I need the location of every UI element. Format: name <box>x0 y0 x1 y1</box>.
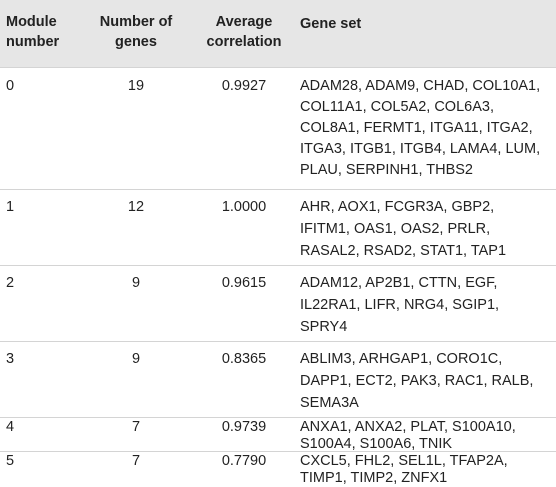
row-average-correlation: 1.0000 <box>221 199 267 215</box>
table-row: 1 12 1.0000 AHR, AOX1, FCGR3A, GBP2, IFI… <box>0 189 556 266</box>
row-number-of-genes: 19 <box>127 78 145 94</box>
row-module-number: 4 <box>6 419 15 435</box>
gene-line: IFITM1, OAS1, OAS2, PRLR, <box>300 221 491 237</box>
gene-line: IL22RA1, LIFR, NRG4, SGIP1, <box>300 297 500 313</box>
gene-line: COL8A1, FERMT1, ITGA11, ITGA2, <box>300 120 533 136</box>
row-average-correlation: 0.8365 <box>221 351 267 367</box>
row-number-of-genes: 9 <box>131 351 141 367</box>
header-avg-corr-line1: Average <box>215 14 273 30</box>
row-average-correlation: 0.9739 <box>221 419 267 435</box>
gene-line: ADAM12, AP2B1, CTTN, EGF, <box>300 275 498 291</box>
table-row: 3 9 0.8365 ABLIM3, ARHGAP1, CORO1C, DAPP… <box>0 341 556 418</box>
header-num-genes-line2: genes <box>115 34 157 50</box>
row-module-number: 5 <box>6 453 15 469</box>
header-module-line2: number <box>6 34 60 50</box>
header-avg-corr-line2: correlation <box>206 34 282 50</box>
row-module-number: 1 <box>6 199 15 215</box>
header-average-correlation: Average correlation <box>196 12 292 52</box>
row-number-of-genes: 7 <box>131 419 141 435</box>
gene-line: ANXA1, ANXA2, PLAT, S100A10, <box>300 419 516 435</box>
table-header: Module number Number of genes Average co… <box>0 0 556 67</box>
gene-line: ABLIM3, ARHGAP1, CORO1C, <box>300 351 503 367</box>
row-gene-set: ADAM28, ADAM9, CHAD, COL10A1, COL11A1, C… <box>300 76 552 181</box>
table-row: 5 7 0.7790 CXCL5, FHL2, SEL1L, TFAP2A, TIMP1… <box>0 451 556 486</box>
table-row: 0 19 0.9927 ADAM28, ADAM9, CHAD, COL10A1… <box>0 67 556 190</box>
row-module-number: 2 <box>6 275 15 291</box>
row-module-number: 3 <box>6 351 15 367</box>
gene-line: SEMA3A <box>300 395 359 411</box>
gene-line: ITGA3, ITGB1, ITGB4, LAMA4, LUM, <box>300 141 541 157</box>
gene-line: AHR, AOX1, FCGR3A, GBP2, <box>300 199 495 215</box>
header-module-line1: Module <box>6 14 57 30</box>
row-gene-set: ADAM12, AP2B1, CTTN, EGF, IL22RA1, LIFR,… <box>300 272 552 338</box>
row-number-of-genes: 7 <box>131 453 141 469</box>
row-gene-set: ABLIM3, ARHGAP1, CORO1C, DAPP1, ECT2, PA… <box>300 348 552 414</box>
gene-line: TIMP1, TIMP2, ZNFX1 <box>300 470 448 486</box>
gene-line: SPRY4 <box>300 319 348 335</box>
header-num-genes-line1: Number of <box>99 14 173 30</box>
row-number-of-genes: 12 <box>127 199 145 215</box>
row-average-correlation: 0.9615 <box>221 275 267 291</box>
gene-line: DAPP1, ECT2, PAK3, RAC1, RALB, <box>300 373 534 389</box>
gene-line: ADAM28, ADAM9, CHAD, COL10A1, <box>300 78 541 94</box>
gene-line: CXCL5, FHL2, SEL1L, TFAP2A, <box>300 453 508 469</box>
row-gene-set: ANXA1, ANXA2, PLAT, S100A10, S100A4, S100… <box>300 419 552 453</box>
row-average-correlation: 0.9927 <box>221 78 267 94</box>
table-row: 2 9 0.9615 ADAM12, AP2B1, CTTN, EGF, IL2… <box>0 265 556 342</box>
gene-line: S100A4, S100A6, TNIK <box>300 436 453 452</box>
row-gene-set: CXCL5, FHL2, SEL1L, TFAP2A, TIMP1, TIMP2,… <box>300 453 552 487</box>
gene-line: PLAU, SERPINH1, THBS2 <box>300 162 473 178</box>
row-module-number: 0 <box>6 78 15 94</box>
row-gene-set: AHR, AOX1, FCGR3A, GBP2, IFITM1, OAS1, O… <box>300 196 552 262</box>
row-number-of-genes: 9 <box>131 275 141 291</box>
header-number-of-genes: Number of genes <box>94 12 178 52</box>
gene-line: RASAL2, RSAD2, STAT1, TAP1 <box>300 243 507 259</box>
header-gene-set: Gene set <box>300 16 362 32</box>
row-average-correlation: 0.7790 <box>221 453 267 469</box>
header-module-number: Module number <box>6 12 86 52</box>
table-row: 4 7 0.9739 ANXA1, ANXA2, PLAT, S100A10, S100… <box>0 417 556 452</box>
gene-line: COL11A1, COL5A2, COL6A3, <box>300 99 494 115</box>
